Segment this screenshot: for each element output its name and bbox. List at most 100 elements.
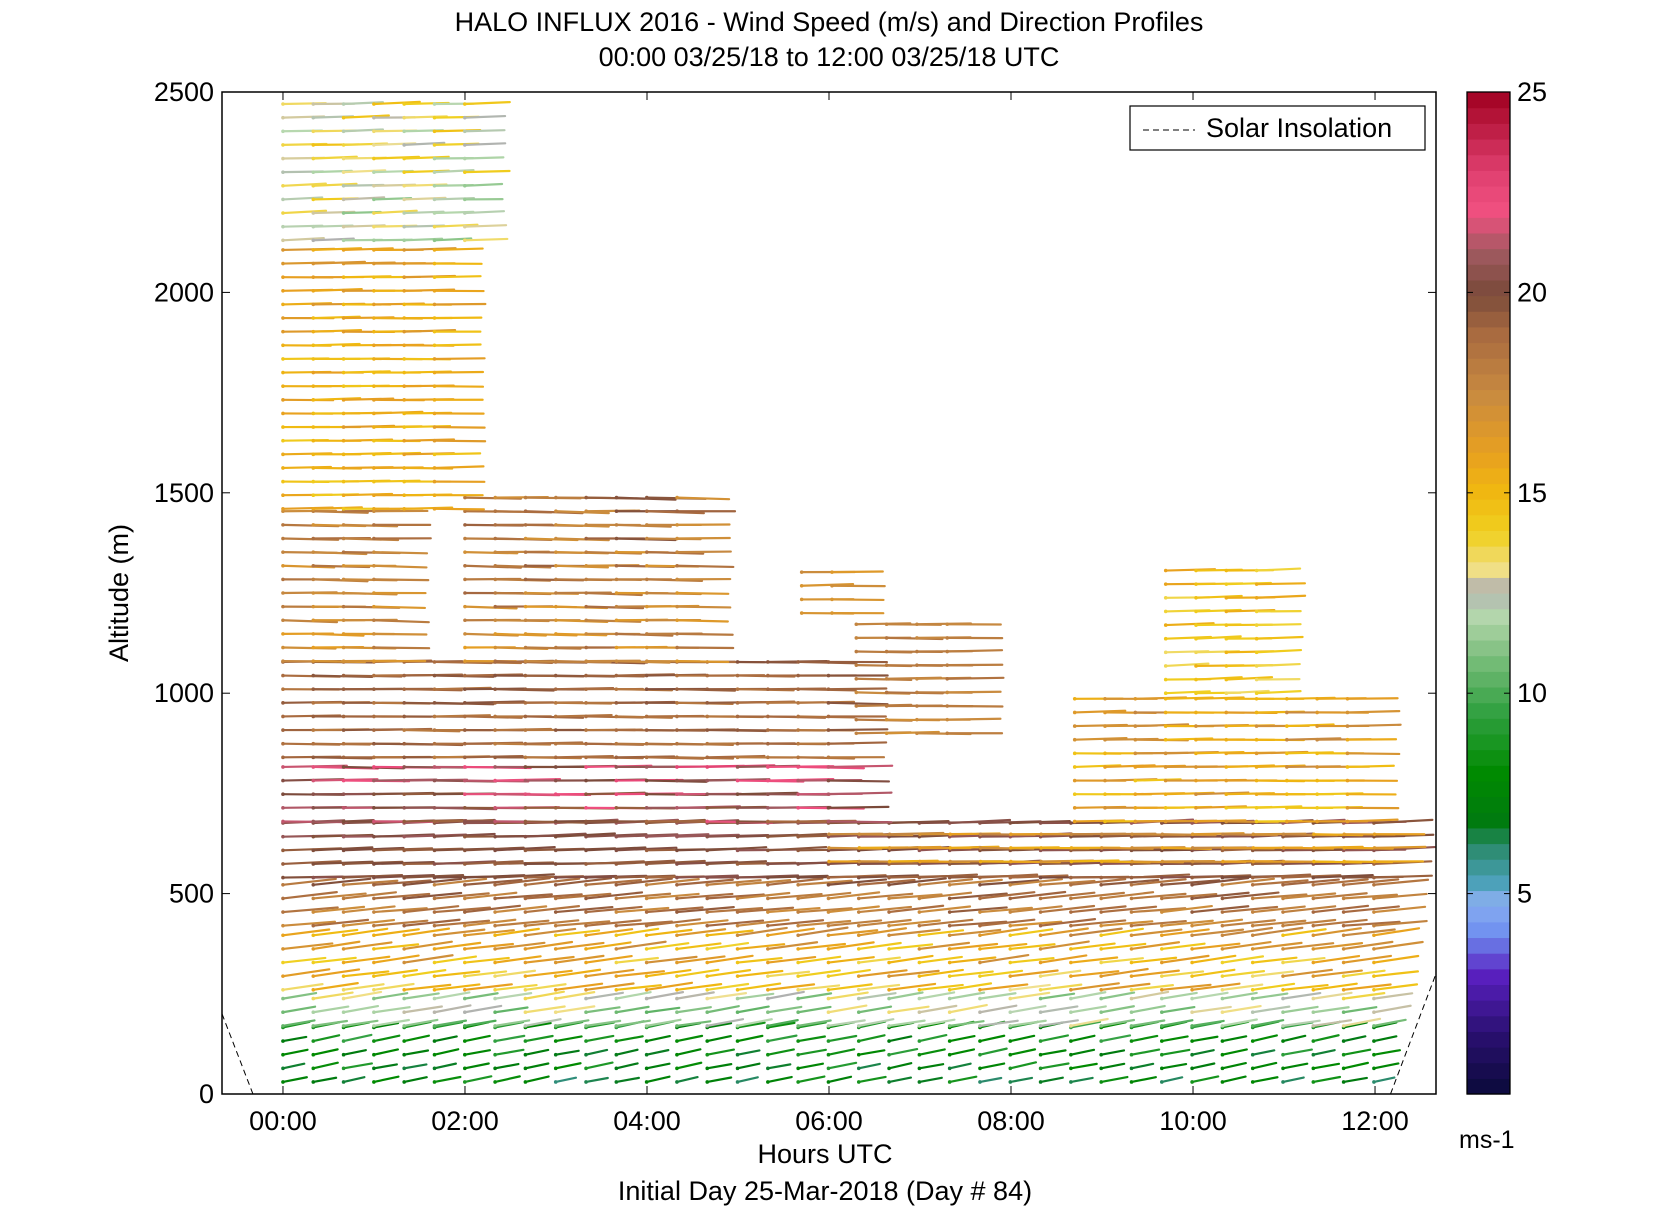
wind-vector (950, 1049, 974, 1054)
wind-vector (1131, 1064, 1153, 1069)
wind-vector-origin (827, 687, 831, 691)
wind-vector-origin (705, 910, 709, 914)
wind-vector-origin (281, 961, 285, 965)
wind-vector-origin (554, 715, 558, 719)
wind-vector-origin (524, 618, 528, 622)
wind-vector-origin (1315, 724, 1319, 728)
colorbar-unit: ms-1 (1459, 1126, 1515, 1154)
wind-vector-origin (1281, 974, 1285, 978)
wind-vector-origin (1160, 933, 1164, 937)
wind-vector-origin (493, 509, 497, 513)
wind-vector (828, 807, 888, 808)
wind-vector-origin (645, 897, 649, 901)
wind-vector (374, 607, 425, 608)
wind-vector-origin (1312, 860, 1316, 864)
wind-vector-origin (281, 1039, 285, 1043)
wind-vector-origin (800, 611, 804, 615)
wind-vector-origin (311, 897, 315, 901)
wind-vector-origin (885, 663, 889, 667)
wind-vector-origin (1164, 697, 1168, 701)
wind-vector-origin (827, 1080, 831, 1084)
wind-vector-origin (554, 862, 558, 866)
wind-vector (1347, 725, 1400, 726)
wind-vector-origin (1160, 876, 1164, 880)
wind-vector-origin (433, 344, 437, 348)
wind-vector-origin (372, 357, 376, 361)
wind-vector-origin (766, 701, 770, 705)
wind-vector-origin (1073, 765, 1077, 769)
wind-vector-origin (584, 509, 588, 513)
wind-vector-origin (281, 1024, 285, 1028)
wind-vector-origin (800, 584, 804, 588)
wind-vector-origin (1008, 1080, 1012, 1084)
wind-vector-origin (372, 756, 376, 760)
wind-vector-origin (1103, 792, 1107, 796)
wind-vector-origin (402, 248, 406, 252)
wind-vector-origin (1161, 846, 1165, 850)
wind-vector-origin (1008, 1067, 1012, 1071)
wind-vector-origin (493, 862, 497, 866)
wind-vector-origin (887, 1010, 891, 1014)
wind-vector-origin (645, 632, 649, 636)
wind-vector-origin (766, 1010, 770, 1014)
wind-vector (677, 1077, 698, 1082)
wind-vector (1313, 1064, 1339, 1069)
wind-vector-origin (372, 862, 376, 866)
wind-vector-origin (1069, 821, 1073, 825)
wind-vector-origin (766, 988, 770, 992)
wind-vector-origin (433, 507, 437, 511)
wind-vector-origin (433, 779, 437, 783)
wind-vector-origin (615, 924, 619, 928)
wind-vector-origin (433, 660, 437, 664)
wind-vector-origin (796, 1080, 800, 1084)
wind-vector-origin (463, 728, 467, 732)
colorbar-cell (1467, 844, 1510, 860)
wind-vector-origin (1282, 832, 1286, 836)
wind-vector-origin (675, 835, 679, 839)
wind-vector-origin (463, 961, 467, 965)
wind-vector-origin (493, 1010, 497, 1014)
wind-vector-origin (796, 933, 800, 937)
wind-vector-origin (402, 157, 406, 161)
wind-vector-origin (1191, 846, 1195, 850)
wind-vector-origin (827, 961, 831, 965)
wind-vector-origin (463, 578, 467, 582)
wind-vector-origin (1164, 752, 1168, 756)
wind-vector-origin (918, 860, 922, 864)
wind-vector-origin (675, 1024, 679, 1028)
wind-vector (344, 1050, 366, 1055)
wind-vector-origin (1070, 846, 1074, 850)
wind-vector-origin (766, 1067, 770, 1071)
wind-vector-origin (372, 1080, 376, 1084)
wind-vector-origin (918, 832, 922, 836)
wind-vector-origin (1342, 910, 1346, 914)
wind-vector-origin (311, 646, 315, 650)
colorbar-cell (1467, 687, 1510, 703)
wind-vector-origin (1161, 860, 1165, 864)
wind-vector-origin (463, 862, 467, 866)
wind-vector-origin (827, 779, 831, 783)
wind-vector-origin (281, 453, 285, 457)
wind-vector-origin (1160, 1039, 1164, 1043)
wind-vector-origin (705, 1024, 709, 1028)
wind-vector-origin (1160, 1024, 1164, 1028)
wind-vector-origin (645, 947, 649, 951)
wind-vector-origin (372, 910, 376, 914)
x-tick-label: 04:00 (613, 1106, 681, 1136)
wind-vector-origin (372, 384, 376, 388)
wind-vector-origin (766, 961, 770, 965)
wind-vector-origin (705, 1053, 709, 1057)
wind-vector-origin (524, 910, 528, 914)
wind-vector-origin (372, 330, 376, 334)
wind-vector-origin (615, 779, 619, 783)
wind-vector (495, 1036, 524, 1041)
wind-vector-origin (584, 897, 588, 901)
wind-vector-origin (433, 289, 437, 293)
wind-vector-origin (827, 832, 831, 836)
wind-vector-origin (342, 1010, 346, 1014)
wind-vector-origin (554, 605, 558, 609)
wind-vector-origin (372, 974, 376, 978)
wind-vector-origin (402, 910, 406, 914)
wind-vector-origin (978, 974, 982, 978)
wind-vector (1010, 1049, 1035, 1054)
